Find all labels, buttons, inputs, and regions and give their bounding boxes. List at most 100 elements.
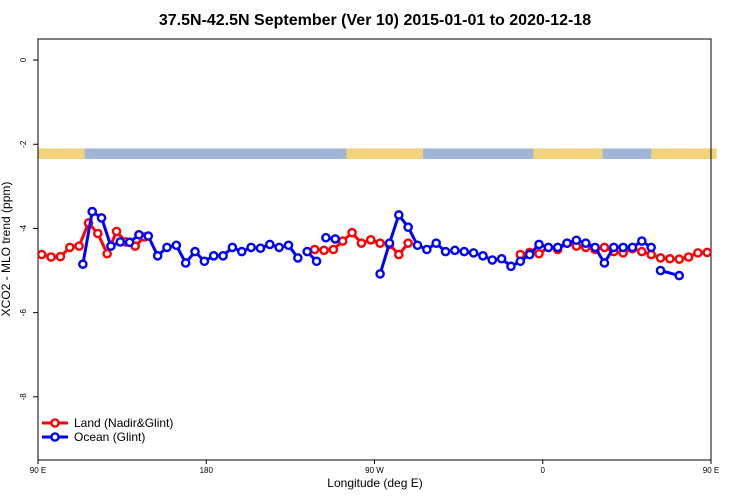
data-point <box>199 256 210 267</box>
data-point <box>309 244 320 255</box>
data-point <box>87 206 98 217</box>
data-point <box>562 238 572 248</box>
data-point <box>143 231 154 241</box>
data-point <box>311 256 322 267</box>
land-ocean-band <box>38 148 717 159</box>
y-tick-label: 0 <box>19 57 28 62</box>
land-band-segment <box>651 148 717 159</box>
series-ocean <box>78 206 685 281</box>
data-point <box>265 239 275 250</box>
data-point <box>394 249 404 260</box>
data-point <box>134 229 144 240</box>
data-point <box>693 248 703 258</box>
data-point <box>713 251 720 258</box>
data-point <box>74 241 84 251</box>
data-point <box>487 255 498 265</box>
legend-marker <box>50 432 60 442</box>
data-point <box>637 236 647 246</box>
data-point <box>440 246 451 257</box>
data-point <box>665 253 675 264</box>
data-point <box>431 238 441 248</box>
data-point <box>534 239 544 250</box>
data-point <box>674 270 685 281</box>
data-point <box>106 241 116 251</box>
data-point <box>506 261 516 272</box>
x-tick-label: 0 <box>541 466 546 475</box>
y-tick-label: -6 <box>19 309 28 317</box>
data-point <box>627 242 638 253</box>
y-tick-label: -4 <box>19 224 28 232</box>
x-tick-label: 90 W <box>365 466 384 475</box>
data-point <box>394 210 404 220</box>
legend-label: Land (Nadir&Glint) <box>74 416 173 430</box>
data-point <box>450 245 460 256</box>
data-point <box>543 242 554 253</box>
data-point <box>683 252 694 262</box>
data-point <box>459 246 470 257</box>
data-point <box>78 259 88 270</box>
land-band-segment <box>38 148 85 159</box>
land-band-segment <box>533 148 603 159</box>
data-point <box>208 251 219 261</box>
data-point <box>534 248 544 259</box>
data-point <box>180 258 191 268</box>
data-point <box>608 242 619 253</box>
legend-marker <box>50 418 60 428</box>
data-point <box>646 242 656 253</box>
data-point <box>637 246 647 257</box>
data-point <box>618 242 628 253</box>
data-point <box>732 253 739 260</box>
data-point <box>55 251 66 262</box>
data-point <box>46 252 56 262</box>
data-point <box>468 248 479 258</box>
data-point <box>293 253 303 263</box>
series-layer <box>38 206 748 281</box>
data-point <box>403 238 413 248</box>
data-point <box>115 237 126 247</box>
data-point <box>422 244 432 255</box>
data-point <box>111 226 122 237</box>
data-point <box>328 244 339 255</box>
data-point <box>515 256 526 267</box>
y-axis-label: XCO2 - MLO trend (ppm) <box>0 182 13 317</box>
data-point <box>347 227 357 238</box>
data-point <box>283 240 294 251</box>
data-point <box>218 251 228 261</box>
x-axis: 90 E 180 90 W 0 90 E <box>30 460 719 475</box>
data-point <box>321 232 331 243</box>
data-point <box>412 240 423 251</box>
x-tick-label: 90 E <box>703 466 719 475</box>
data-point <box>246 242 256 253</box>
data-point <box>102 248 112 259</box>
data-point <box>255 243 266 254</box>
data-point <box>337 236 348 246</box>
data-point <box>384 238 395 248</box>
y-axis: 0 -2 -4 -6 -8 <box>19 57 38 400</box>
data-point <box>375 269 385 279</box>
x-tick-label: 180 <box>200 466 214 475</box>
data-point <box>375 238 385 248</box>
data-point <box>590 242 600 253</box>
y-tick-label: -2 <box>19 140 28 148</box>
series-line <box>519 241 711 261</box>
data-point <box>741 244 748 251</box>
data-point <box>524 249 535 260</box>
data-point <box>356 238 367 248</box>
chart-title: 37.5N-42.5N September (Ver 10) 2015-01-0… <box>159 12 591 29</box>
data-point <box>171 240 182 251</box>
data-point <box>152 251 163 261</box>
data-point <box>93 228 103 239</box>
data-point <box>319 245 329 256</box>
data-point <box>227 242 238 253</box>
data-point <box>478 251 488 261</box>
data-point <box>722 253 729 260</box>
y-tick-label: -8 <box>19 393 28 401</box>
land-band-segment <box>346 148 424 159</box>
data-point <box>64 242 75 253</box>
data-point <box>236 246 247 257</box>
x-axis-label: Longitude (deg E) <box>327 476 422 490</box>
data-point <box>330 234 341 244</box>
data-point <box>674 254 685 264</box>
